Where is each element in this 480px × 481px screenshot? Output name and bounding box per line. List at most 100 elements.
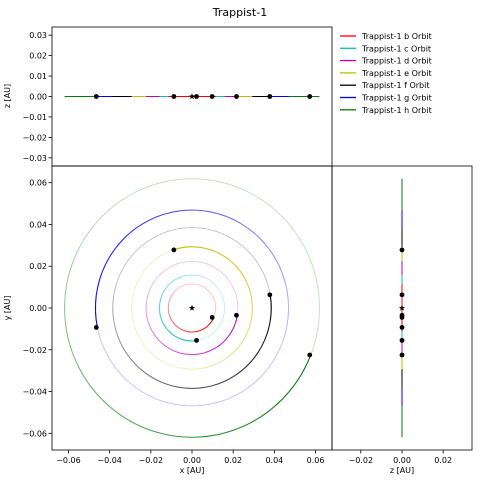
orbit-trail <box>150 280 156 288</box>
orbit-trail <box>167 346 175 352</box>
orbit-2 <box>158 274 225 342</box>
orbit-trail <box>159 310 161 316</box>
x-tick-label: 0.04 <box>265 456 283 465</box>
orbit-trail <box>185 339 192 342</box>
z-tick-label: 0.00 <box>29 93 47 102</box>
planet-marker-7 <box>399 352 405 358</box>
orbit-trail <box>250 293 253 304</box>
orbit-trail <box>145 309 148 317</box>
orbit-trail <box>71 243 82 264</box>
orbit-trail <box>183 246 194 248</box>
orbit-4 <box>131 246 253 370</box>
orbit-trail <box>238 418 258 429</box>
legend-label: Trappist-1 f Orbit <box>361 81 430 90</box>
orbit-trail <box>246 323 251 334</box>
x-tick-label: 0.02 <box>224 456 242 465</box>
planet-marker-5 <box>267 94 273 99</box>
orbit-trail <box>169 317 173 322</box>
orbit-trail <box>94 295 97 312</box>
planet-marker-6 <box>399 325 405 330</box>
orbit-trail <box>249 313 253 324</box>
orbit-trail <box>155 337 162 344</box>
orbit-trail <box>182 367 192 370</box>
orbit-trail <box>145 293 149 302</box>
orbit-trail <box>161 342 168 348</box>
orbit-trail <box>169 294 173 299</box>
orbit-trail <box>147 286 152 295</box>
x-tick-label: −0.06 <box>56 456 81 465</box>
planet-marker-4 <box>399 247 405 253</box>
orbit-trail <box>160 381 174 387</box>
orbit-trail <box>205 324 210 328</box>
star-marker <box>188 93 196 100</box>
y-tick-label: −0.04 <box>22 388 47 397</box>
orbit-trail <box>177 326 181 330</box>
orbit-trail <box>245 356 256 368</box>
orbit-trail <box>228 329 234 337</box>
orbit-trail <box>113 238 125 252</box>
y-tick-label: −0.02 <box>22 346 47 355</box>
orbit-trail <box>95 279 101 296</box>
orbit-trail <box>164 325 169 331</box>
orbit-trail <box>167 302 170 307</box>
orbit-trail <box>180 328 185 332</box>
orbit-trail <box>174 288 178 293</box>
x-tick-label: −0.04 <box>97 456 122 465</box>
orbit-trail <box>167 281 173 286</box>
xy-y-axis-label: y [AU] <box>3 296 12 321</box>
orbit-trail <box>64 304 67 327</box>
x-tick-label: 0.06 <box>307 456 325 465</box>
planet-marker-7 <box>307 352 313 358</box>
orbit-trail <box>247 283 252 294</box>
orbit-trail <box>211 361 221 367</box>
orbit-trail <box>173 385 187 389</box>
y-tick-label: 0.06 <box>29 179 47 188</box>
orbit-trail <box>226 216 242 225</box>
orbit-trail <box>284 318 289 335</box>
planet-marker-1 <box>209 94 215 99</box>
planet-marker-2 <box>194 94 199 99</box>
orbit-trail <box>149 213 165 221</box>
star-marker <box>188 304 196 311</box>
orbit-trail <box>212 380 225 387</box>
orbit-trail <box>117 335 124 348</box>
orbit-trail <box>151 330 157 338</box>
orbit-trail <box>236 266 244 276</box>
orbit-trail <box>218 427 239 435</box>
zy-panel: −0.02 0.00 0.02 z [AU] <box>331 165 473 475</box>
legend-entry: Trappist-1 h Orbit <box>340 106 432 115</box>
orbit-trail <box>160 294 163 300</box>
orbit-trail <box>254 345 263 358</box>
orbit-trail <box>149 375 162 383</box>
orbit-trail <box>203 247 213 252</box>
orbit-trail <box>176 276 182 280</box>
orbit-trail <box>273 256 283 272</box>
orbit-trail <box>197 274 203 278</box>
orbit-trail <box>65 325 71 347</box>
x-tick-label: −0.02 <box>139 456 164 465</box>
orbit-trail <box>228 349 237 357</box>
xz-panel: −0.03 −0.02 −0.01 0.00 0.01 0.02 0.03 z [AU] <box>3 26 333 167</box>
orbit-trail <box>171 333 177 338</box>
orbit-trail <box>288 374 302 392</box>
orbit-trail <box>211 211 227 218</box>
z-tick-label: 0.03 <box>29 31 47 40</box>
orbit-trail <box>264 243 275 258</box>
orbit-trail <box>159 299 162 305</box>
planet-marker-1 <box>209 314 215 320</box>
orbit-trail <box>135 219 150 229</box>
y-tick-label: 0.02 <box>29 262 47 271</box>
orbit-trail <box>221 254 231 261</box>
z-tick-label: −0.01 <box>22 113 47 122</box>
planet-marker-6 <box>93 325 99 330</box>
legend-label: Trappist-1 b Orbit <box>361 32 432 41</box>
orbit-trail <box>240 223 255 234</box>
star-marker <box>398 304 406 311</box>
orbit-trail <box>174 323 178 328</box>
orbit-trail <box>257 406 275 420</box>
orbit-trail <box>136 424 157 433</box>
legend-label: Trappist-1 c Orbit <box>361 44 431 53</box>
legend-label: Trappist-1 d Orbit <box>361 57 432 66</box>
y-tick-label: 0.00 <box>29 304 47 313</box>
orbit-trail <box>281 271 287 287</box>
